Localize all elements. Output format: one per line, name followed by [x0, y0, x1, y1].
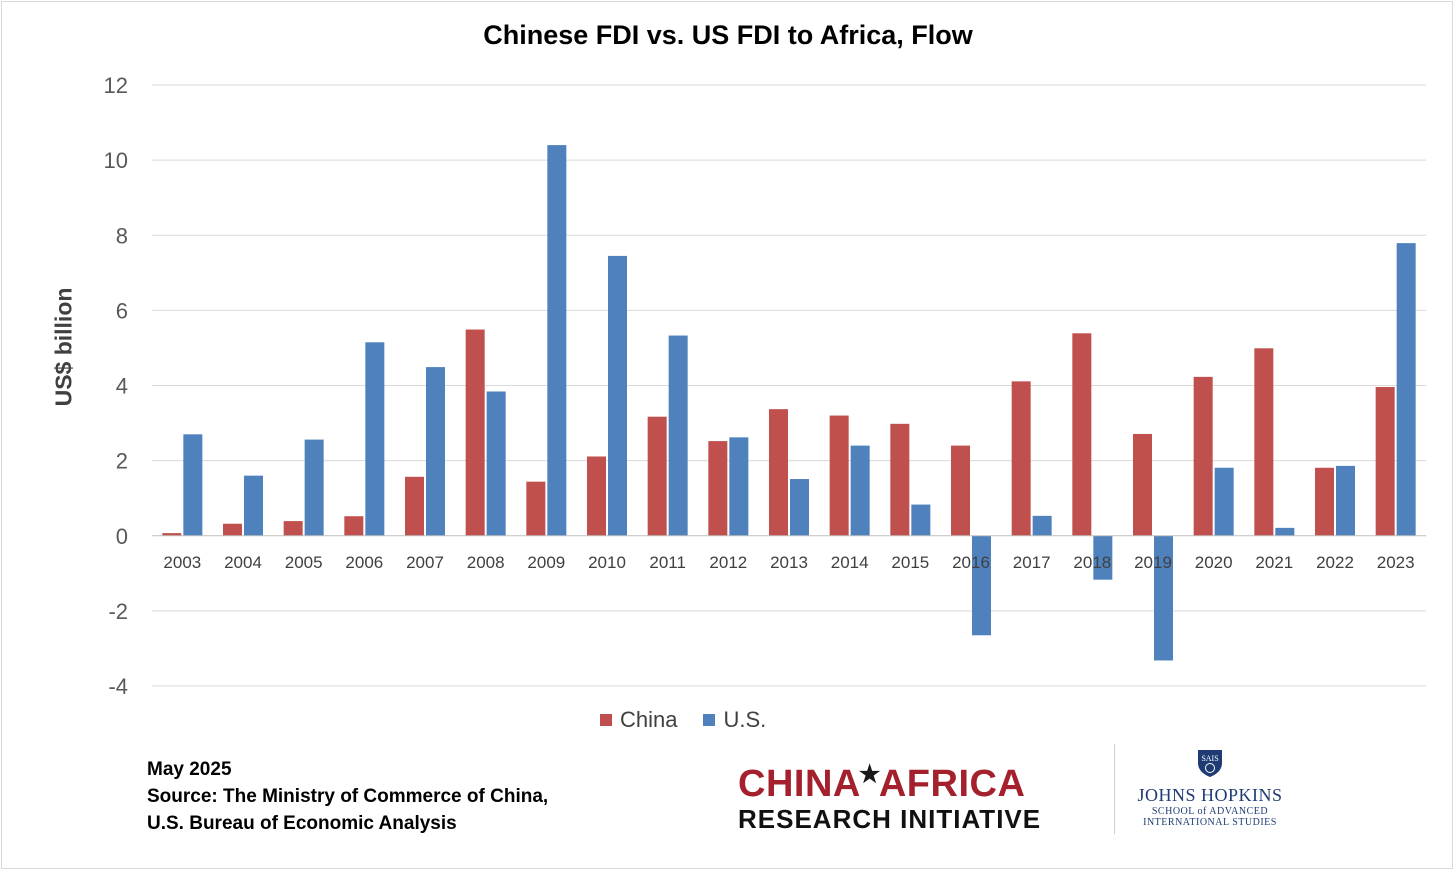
car-logo-china: CHINA: [738, 763, 861, 805]
y-tick-label: 2: [116, 449, 128, 474]
x-tick-label: 2014: [831, 553, 869, 572]
bar-china-2008: [465, 329, 485, 536]
x-tick-label: 2021: [1255, 553, 1293, 572]
jhu-studies-line: INTERNATIONAL STUDIES: [1143, 817, 1277, 828]
bar-us-2007: [426, 367, 445, 536]
x-tick-label: 2005: [285, 553, 323, 572]
y-tick-label: 10: [104, 148, 128, 173]
bar-china-2017: [1011, 381, 1031, 536]
bar-china-2015: [890, 423, 910, 536]
bar-china-2012: [708, 441, 728, 536]
legend: China U.S.: [600, 707, 792, 733]
bar-china-2003: [162, 533, 182, 536]
bar-us-2014: [850, 445, 870, 536]
bar-us-2020: [1214, 467, 1234, 536]
bar-us-2010: [608, 255, 627, 536]
car-logo-research-initiative: RESEARCH INITIATIVE: [738, 804, 1042, 834]
x-tick-label: 2011: [649, 553, 686, 572]
x-tick-label: 2019: [1134, 553, 1172, 572]
bar-china-2014: [829, 415, 849, 536]
bar-us-2013: [790, 479, 809, 536]
y-tick-label: -2: [108, 599, 128, 624]
x-tick-label: 2003: [163, 553, 201, 572]
bar-china-2016: [951, 445, 970, 536]
bar-us-2021: [1275, 527, 1295, 536]
china-africa-research-initiative-logo: CHINA★AFRICA RESEARCH INITIATIVE: [738, 756, 1090, 833]
bar-us-2016: [972, 535, 991, 636]
car-logo-africa: AFRICA: [878, 763, 1026, 805]
bar-china-2023: [1375, 387, 1395, 536]
bar-us-2015: [911, 504, 931, 536]
x-tick-label: 2004: [224, 553, 262, 572]
footer-source-line2: U.S. Bureau of Economic Analysis: [147, 813, 457, 834]
legend-swatch-china: [600, 714, 612, 726]
footer-source-line1: Source: The Ministry of Commerce of Chin…: [147, 786, 549, 807]
x-tick-label: 2012: [709, 553, 747, 572]
bar-us-2011: [668, 335, 688, 536]
bar-china-2006: [344, 516, 364, 536]
bar-china-2019: [1133, 433, 1152, 536]
legend-swatch-us: [703, 714, 716, 726]
y-tick-label: -4: [108, 674, 128, 699]
y-tick-label: 8: [116, 223, 128, 248]
y-tick-label: 6: [116, 298, 128, 323]
x-tick-label: 2008: [467, 553, 505, 572]
bar-us-2012: [729, 437, 749, 536]
bar-us-2017: [1032, 515, 1052, 536]
bar-china-2011: [647, 416, 667, 536]
bar-us-2006: [365, 342, 385, 536]
bar-china-2021: [1254, 348, 1274, 536]
bar-china-2020: [1193, 376, 1213, 536]
bar-us-2003: [183, 434, 203, 536]
y-tick-label: 4: [116, 374, 128, 399]
x-tick-label: 2016: [952, 553, 990, 572]
bar-china-2018: [1072, 333, 1092, 536]
legend-label-us: U.S.: [723, 707, 767, 732]
bar-us-2009: [547, 145, 567, 536]
bar-china-2004: [223, 523, 242, 536]
x-tick-label: 2015: [891, 553, 929, 572]
bar-china-2022: [1315, 467, 1334, 536]
jhu-name: JOHNS HOPKINS: [1137, 785, 1283, 805]
bar-us-2019: [1154, 535, 1173, 661]
footer-notes: May 2025 Source: The Ministry of Commerc…: [147, 756, 548, 837]
bar-us-2022: [1336, 465, 1355, 536]
x-tick-label: 2006: [345, 553, 383, 572]
y-tick-label: 0: [116, 524, 128, 549]
x-tick-label: 2009: [527, 553, 565, 572]
logo-divider: [1114, 744, 1115, 834]
x-tick-label: 2018: [1073, 553, 1111, 572]
star-icon: ★: [858, 761, 881, 788]
bar-us-2008: [486, 391, 506, 536]
legend-label-china: China: [620, 707, 678, 732]
bar-us-2018: [1093, 535, 1113, 580]
legend-item-us: U.S.: [703, 707, 766, 733]
sais-shield-icon: SAIS: [1198, 750, 1222, 777]
bar-china-2013: [769, 409, 788, 536]
bar-china-2009: [526, 481, 546, 536]
chart-title: Chinese FDI vs. US FDI to Africa, Flow: [483, 20, 973, 50]
x-tick-label: 2017: [1013, 553, 1051, 572]
y-axis-label: US$ billion: [50, 287, 77, 407]
footer-date: May 2025: [147, 759, 232, 780]
bar-us-2005: [304, 439, 324, 536]
sais-shield-text: SAIS: [1201, 754, 1218, 763]
x-tick-label: 2023: [1377, 553, 1415, 572]
bar-china-2007: [405, 476, 424, 536]
x-tick-label: 2022: [1316, 553, 1354, 572]
x-tick-label: 2007: [406, 553, 444, 572]
bar-us-2004: [244, 475, 263, 536]
jhu-school-line: SCHOOL of ADVANCED: [1151, 806, 1269, 817]
x-tick-label: 2020: [1195, 553, 1233, 572]
y-tick-label: 12: [104, 73, 128, 98]
legend-item-china: China: [600, 707, 677, 733]
x-tick-label: 2013: [770, 553, 808, 572]
bar-us-2023: [1396, 243, 1416, 536]
bar-china-2005: [283, 521, 303, 536]
bar-china-2010: [587, 456, 606, 536]
x-tick-label: 2010: [588, 553, 626, 572]
johns-hopkins-sais-logo: SAIS JOHNS HOPKINS SCHOOL of ADVANCED IN…: [1130, 748, 1290, 828]
